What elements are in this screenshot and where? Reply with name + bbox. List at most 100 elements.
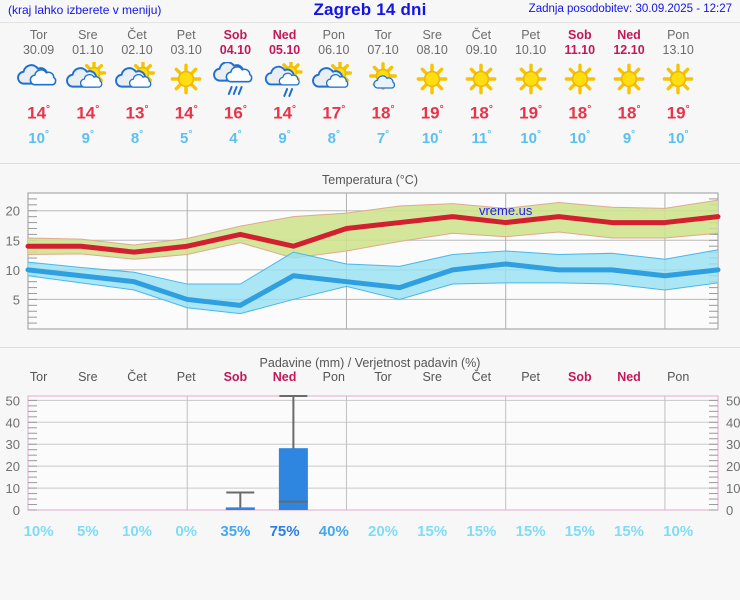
day-column[interactable]: Čet 02.10 13° 8° bbox=[111, 23, 163, 149]
svg-text:0: 0 bbox=[13, 503, 20, 518]
day-column[interactable]: Pon 13.10 19° 10° bbox=[652, 23, 704, 149]
day-of-week: Sre bbox=[78, 28, 98, 42]
day-column[interactable]: Sob 11.10 18° 10° bbox=[554, 23, 606, 149]
precipitation-day-label: Sre bbox=[78, 370, 98, 384]
svg-text:20: 20 bbox=[6, 204, 20, 219]
precipitation-probability: 75% bbox=[269, 523, 300, 540]
precipitation-day-label: Pon bbox=[322, 370, 345, 384]
svg-text:30: 30 bbox=[6, 437, 20, 452]
svg-text:30: 30 bbox=[726, 437, 740, 452]
day-column[interactable]: Ned 12.10 18° 9° bbox=[603, 23, 655, 149]
day-of-week: Čet bbox=[471, 28, 492, 42]
day-column[interactable]: Sre 08.10 19° 10° bbox=[406, 23, 458, 149]
precipitation-chart-title: Padavine (mm) / Verjetnost padavin (%) bbox=[259, 356, 481, 370]
svg-text:5: 5 bbox=[13, 292, 20, 307]
day-of-week: Pet bbox=[176, 28, 196, 42]
svg-text:10: 10 bbox=[726, 481, 740, 496]
sun-icon bbox=[505, 61, 557, 99]
page-title: Zagreb 14 dni bbox=[313, 0, 427, 19]
min-temperature: 8° bbox=[130, 128, 144, 147]
svg-text:20: 20 bbox=[6, 459, 20, 474]
precipitation-day-label: Pon bbox=[667, 370, 690, 384]
precipitation-day-label: Sre bbox=[422, 370, 442, 384]
day-date: 30.09 bbox=[22, 43, 55, 57]
svg-text:vreme.us: vreme.us bbox=[479, 203, 533, 218]
day-column[interactable]: Tor 30.09 14° 10° bbox=[13, 23, 65, 149]
max-temperature: 16° bbox=[223, 103, 247, 123]
svg-text:0: 0 bbox=[726, 503, 733, 518]
header-divider bbox=[0, 22, 740, 23]
max-temperature: 19° bbox=[420, 103, 444, 123]
svg-text:15: 15 bbox=[6, 233, 20, 248]
min-temperature: 4° bbox=[229, 128, 242, 147]
sun-icon bbox=[603, 61, 655, 99]
sun-icon bbox=[455, 61, 507, 99]
sun-icon bbox=[406, 61, 458, 99]
day-column[interactable]: Sre 01.10 14° 9° bbox=[62, 23, 114, 149]
min-temperature: 9° bbox=[81, 128, 94, 147]
day-date: 01.10 bbox=[72, 43, 104, 57]
temperature-plot: 5 10 15 20 vreme.us bbox=[6, 192, 721, 330]
day-date: 13.10 bbox=[662, 43, 694, 57]
precipitation-probability-row: 10% 5% 10% 0% 35% 75% 40% 20% 15% 15% 15% 15% 15% 10% bbox=[0, 523, 740, 543]
header-bar: (kraj lahko izberete v meniju) Zagreb 14… bbox=[0, 0, 740, 22]
sun-behind-cloud-icon bbox=[62, 61, 114, 99]
min-temperature: 10° bbox=[28, 128, 49, 147]
max-temperature: 18° bbox=[469, 103, 493, 123]
precipitation-day-label: Sob bbox=[567, 370, 592, 384]
day-of-week: Ned bbox=[617, 28, 641, 42]
max-temperature: 13° bbox=[125, 103, 149, 123]
sun-behind-cloud-icon bbox=[308, 61, 360, 99]
day-date: 02.10 bbox=[121, 43, 153, 57]
day-of-week: Čet bbox=[127, 28, 147, 42]
svg-text:50: 50 bbox=[6, 393, 20, 408]
precipitation-probability: 5% bbox=[76, 523, 99, 540]
min-temperature: 8° bbox=[327, 128, 340, 147]
day-column[interactable]: Sob 04.10 16° 4° bbox=[209, 23, 261, 149]
day-of-week: Pon bbox=[667, 28, 690, 42]
min-temperature: 5° bbox=[180, 128, 193, 147]
precipitation-day-label: Ned bbox=[617, 370, 641, 384]
day-column[interactable]: Pon 06.10 17° 8° bbox=[308, 23, 360, 149]
sun-behind-rain-icon bbox=[259, 61, 311, 99]
max-temperature: 14° bbox=[76, 103, 100, 123]
location-hint: (kraj lahko izberete v meniju) bbox=[8, 3, 162, 17]
day-column[interactable]: Pet 10.10 19° 10° bbox=[505, 23, 557, 149]
day-column[interactable]: Pet 03.10 14° 5° bbox=[160, 23, 212, 149]
day-of-week: Tor bbox=[374, 28, 392, 42]
day-of-week: Pet bbox=[521, 28, 540, 42]
sun-behind-cloud-icon bbox=[111, 61, 163, 99]
precipitation-chart: Padavine (mm) / Verjetnost padavin (%) T… bbox=[0, 348, 740, 543]
precipitation-probability: 15% bbox=[564, 523, 595, 540]
day-date: 06.10 bbox=[318, 43, 350, 57]
precipitation-probability: 35% bbox=[220, 523, 251, 540]
precipitation-probability: 10% bbox=[663, 523, 694, 540]
precipitation-probability: 10% bbox=[23, 523, 54, 540]
precipitation-probability: 40% bbox=[318, 523, 349, 540]
precipitation-day-label: Sob bbox=[223, 370, 248, 384]
min-temperature: 10° bbox=[667, 128, 689, 147]
strip-divider bbox=[0, 163, 740, 164]
day-column[interactable]: Ned 05.10 14° 9° bbox=[259, 23, 311, 149]
temperature-chart-title: Temperatura (°C) bbox=[322, 173, 418, 187]
svg-text:10: 10 bbox=[6, 481, 20, 496]
sun-icon bbox=[554, 61, 606, 99]
precipitation-probability: 0% bbox=[175, 523, 198, 540]
min-temperature: 10° bbox=[421, 128, 443, 147]
precipitation-probability: 20% bbox=[367, 523, 399, 540]
min-temperature: 10° bbox=[520, 128, 541, 147]
precipitation-plot: 0 0 10 10 20 20 30 30 40 40 50 50 bbox=[6, 393, 740, 518]
day-date: 03.10 bbox=[170, 43, 202, 57]
svg-text:20: 20 bbox=[726, 459, 740, 474]
precipitation-day-label: Tor bbox=[29, 370, 48, 384]
day-of-week: Sob bbox=[223, 28, 248, 42]
svg-text:40: 40 bbox=[6, 415, 20, 430]
day-column[interactable]: Tor 07.10 18° 7° bbox=[357, 23, 409, 149]
day-of-week: Ned bbox=[272, 28, 297, 42]
min-temperature: 9° bbox=[622, 128, 636, 147]
day-column[interactable]: Čet 09.10 18° 11° bbox=[455, 23, 507, 149]
day-date: 04.10 bbox=[219, 43, 252, 57]
day-of-week: Sre bbox=[422, 28, 442, 42]
day-date: 07.10 bbox=[367, 43, 399, 57]
precipitation-day-label: Čet bbox=[471, 370, 492, 384]
